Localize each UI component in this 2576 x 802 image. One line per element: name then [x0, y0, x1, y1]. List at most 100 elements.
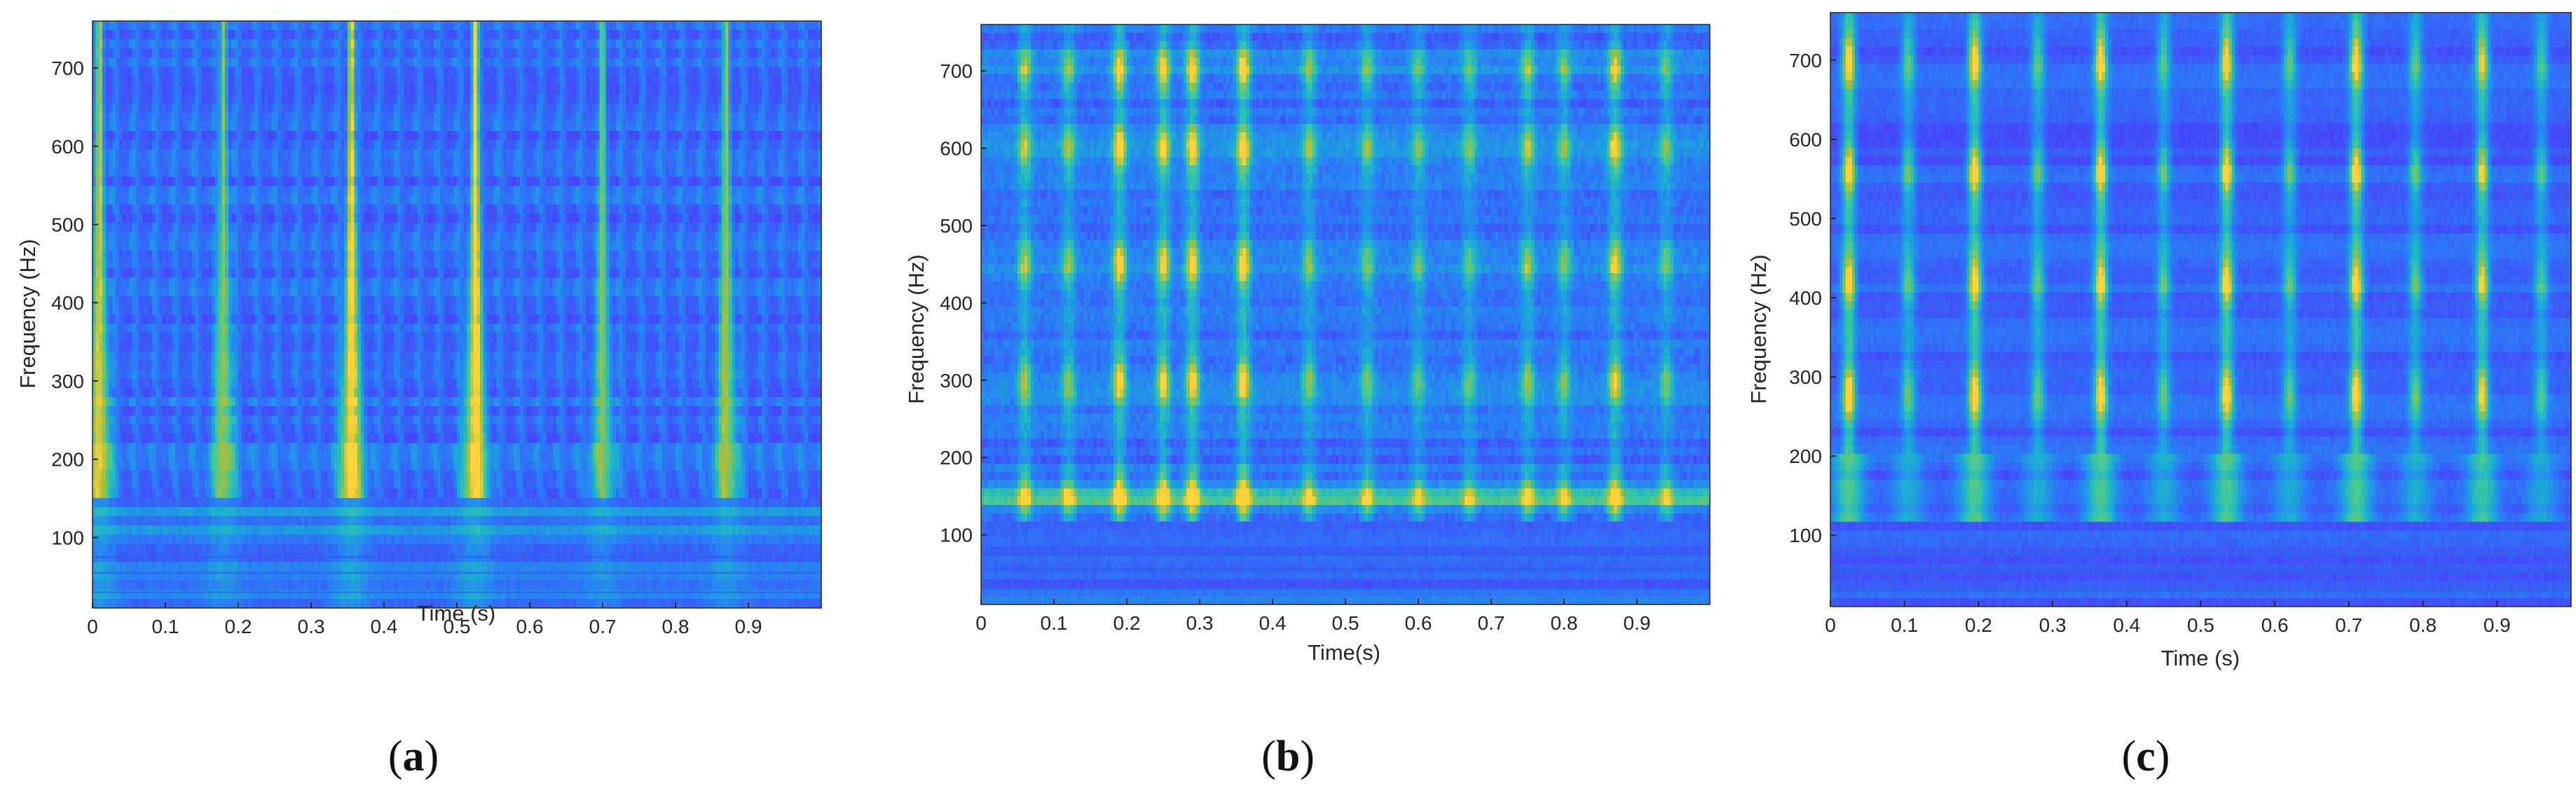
heatmap-cell [423, 39, 428, 49]
heatmap-cell [751, 57, 756, 68]
heatmap-cell [251, 223, 256, 233]
heatmap-cell [774, 85, 779, 95]
heatmap-cell [350, 48, 355, 58]
heatmap-cell [152, 39, 156, 49]
heatmap-cell [556, 204, 561, 214]
heatmap-cell [533, 67, 537, 77]
heatmap-cell [774, 167, 779, 178]
heatmap-cell [477, 204, 481, 214]
heatmap-cell [573, 48, 577, 58]
heatmap-cell [298, 85, 302, 95]
heatmap-cell [245, 186, 249, 196]
heatmap-cell [354, 195, 358, 205]
heatmap-cell [804, 48, 809, 58]
heatmap-cell [506, 167, 511, 178]
heatmap-cell [526, 103, 530, 113]
heatmap-cell [191, 149, 196, 159]
heatmap-cell [576, 213, 580, 223]
heatmap-cell [612, 131, 617, 141]
heatmap-cell [622, 39, 626, 49]
heatmap-cell [165, 177, 170, 187]
heatmap-cell [417, 186, 421, 196]
heatmap-cell [701, 186, 706, 196]
heatmap-cell [615, 112, 620, 123]
heatmap-cell [172, 94, 176, 104]
heatmap-cell [735, 186, 739, 196]
heatmap-cell [168, 158, 173, 169]
heatmap-cell [149, 158, 153, 169]
heatmap-cell [195, 167, 199, 178]
heatmap-cell [542, 177, 547, 187]
heatmap-cell [655, 85, 659, 95]
heatmap-cell [814, 48, 818, 58]
heatmap-cell [639, 122, 643, 132]
heatmap-cell [264, 131, 269, 141]
heatmap-cell [291, 167, 295, 178]
heatmap-cell [158, 223, 163, 233]
heatmap-cell [785, 131, 789, 141]
heatmap-cell [725, 167, 729, 178]
heatmap-cell [132, 195, 137, 205]
heatmap-cell [294, 48, 299, 58]
heatmap-cell [175, 167, 179, 178]
heatmap-cell [417, 140, 421, 150]
heatmap-cell [367, 112, 371, 123]
heatmap-cell [509, 48, 514, 58]
heatmap-cell [559, 67, 563, 77]
heatmap-cell [99, 112, 103, 123]
heatmap-cell [605, 57, 610, 68]
heatmap-cell [649, 186, 653, 196]
heatmap-cell [685, 94, 690, 104]
heatmap-cell [291, 149, 295, 159]
heatmap-cell [122, 223, 126, 233]
heatmap-cell [93, 21, 97, 31]
heatmap-cell [261, 76, 266, 86]
heatmap-cell [480, 131, 484, 141]
heatmap-cell [781, 195, 786, 205]
heatmap-cell [225, 195, 229, 205]
heatmap-cell [463, 177, 467, 187]
heatmap-cell [768, 94, 772, 104]
heatmap-cell [603, 39, 607, 49]
heatmap-cell [344, 186, 348, 196]
heatmap-cell [626, 30, 630, 40]
heatmap-cell [348, 30, 352, 40]
heatmap-cell [381, 67, 385, 77]
heatmap-cell [808, 213, 812, 223]
heatmap-cell [626, 112, 630, 123]
heatmap-cell [331, 30, 335, 40]
heatmap-cell [669, 186, 673, 196]
heatmap-cell [701, 94, 706, 104]
heatmap-cell [811, 76, 816, 86]
heatmap-cell [165, 223, 170, 233]
heatmap-cell [394, 30, 398, 40]
heatmap-cell [781, 158, 786, 169]
heatmap-cell [348, 112, 352, 123]
heatmap-cell [410, 131, 415, 141]
heatmap-cell [178, 186, 183, 196]
heatmap-cell [678, 103, 683, 113]
heatmap-cell [778, 85, 782, 95]
heatmap-cell [530, 48, 534, 58]
heatmap-cell [139, 186, 143, 196]
heatmap-cell [718, 103, 722, 113]
heatmap-cell [314, 186, 319, 196]
heatmap-cell [268, 177, 272, 187]
heatmap-cell [718, 85, 722, 95]
heatmap-cell [678, 122, 683, 132]
heatmap-cell [463, 85, 467, 95]
heatmap-cell [477, 186, 481, 196]
heatmap-cell [573, 186, 577, 196]
heatmap-cell [549, 21, 554, 31]
heatmap-cell [235, 158, 239, 169]
heatmap-cell [659, 67, 663, 77]
heatmap-cell [708, 195, 713, 205]
heatmap-cell [636, 57, 640, 68]
heatmap-cell [275, 94, 279, 104]
heatmap-cell [168, 21, 173, 31]
heatmap-cell [311, 122, 315, 132]
heatmap-cell [287, 57, 292, 68]
heatmap-cell [181, 94, 186, 104]
heatmap-cell [682, 167, 686, 178]
heatmap-cell [519, 39, 524, 49]
